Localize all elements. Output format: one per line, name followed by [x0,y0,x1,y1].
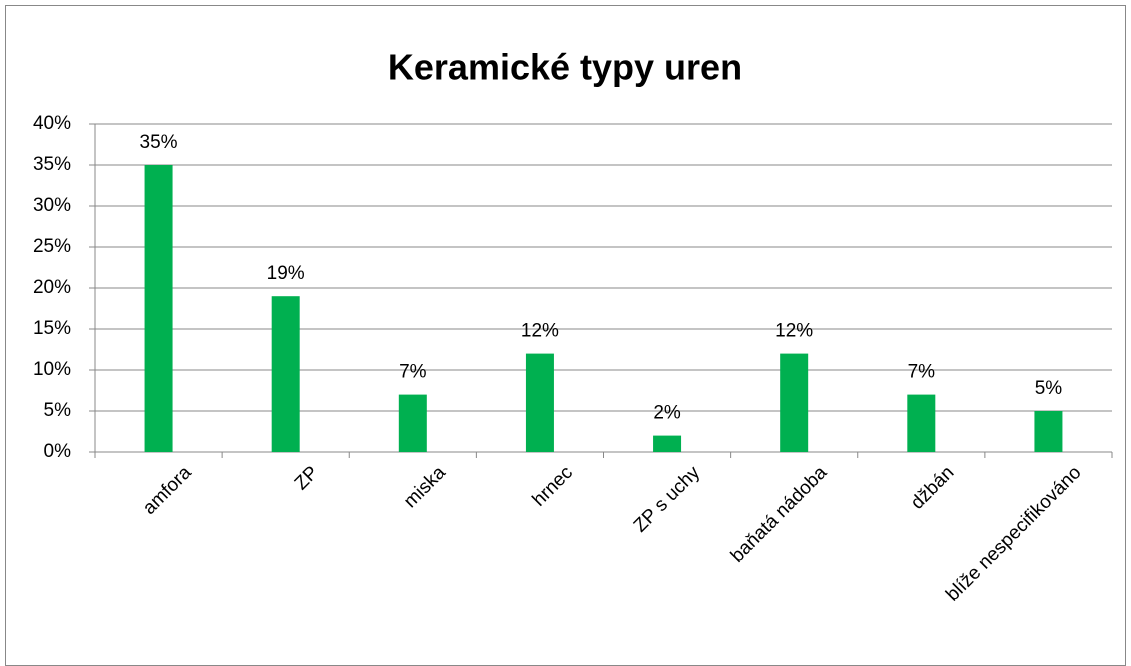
bar [1034,411,1063,452]
data-label: 12% [775,321,813,342]
chart-border [5,5,1126,666]
chart-title: Keramické typy uren [388,47,742,88]
bar [144,165,173,452]
data-label: 35% [140,132,178,153]
data-label: 5% [1035,378,1063,399]
y-tick-label: 20% [33,277,71,298]
data-label: 2% [653,403,681,424]
data-label: 19% [267,263,305,284]
bar [271,296,300,452]
bar [525,353,554,452]
bar [780,353,809,452]
y-tick-label: 25% [33,236,71,257]
y-tick-label: 0% [44,441,72,462]
y-tick-label: 35% [33,154,71,175]
data-label: 7% [399,362,427,383]
bar [398,394,427,452]
data-label: 12% [521,321,559,342]
bar [907,394,936,452]
bar [653,435,682,452]
y-tick-label: 10% [33,359,71,380]
y-tick-label: 30% [33,195,71,216]
y-tick-label: 5% [44,400,72,421]
data-label: 7% [908,362,936,383]
y-tick-label: 40% [33,113,71,134]
y-tick-label: 15% [33,318,71,339]
